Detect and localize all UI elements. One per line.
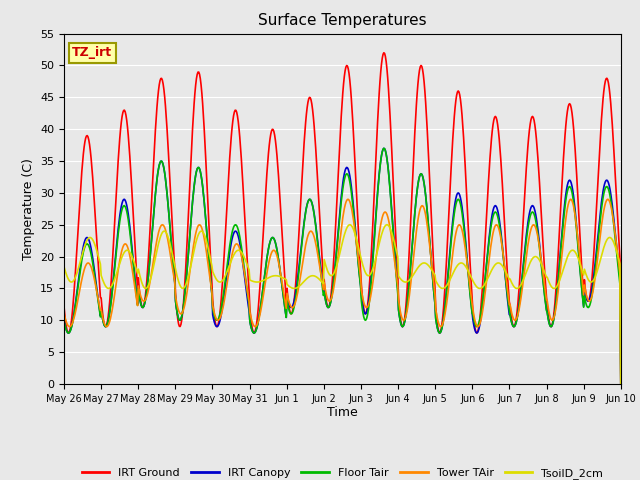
IRT Canopy [411, 210, 419, 216]
Tower TAir [617, 381, 625, 387]
TsoilD_2cm [60, 264, 68, 270]
Tower TAir [184, 283, 192, 289]
IRT Canopy [127, 239, 135, 244]
TsoilD_2cm [617, 381, 625, 387]
IRT Canopy [428, 256, 435, 262]
Floor Tair [380, 145, 388, 151]
TsoilD_2cm [214, 278, 221, 284]
Tower TAir [127, 261, 135, 267]
IRT Canopy [70, 310, 78, 316]
IRT Canopy [184, 256, 192, 262]
IRT Ground [214, 324, 221, 329]
X-axis label: Time: Time [327, 407, 358, 420]
IRT Ground [411, 130, 419, 135]
Floor Tair [60, 318, 68, 324]
Title: Surface Temperatures: Surface Temperatures [258, 13, 427, 28]
TsoilD_2cm [383, 222, 391, 228]
Floor Tair [127, 243, 135, 249]
Tower TAir [214, 317, 221, 323]
IRT Ground [127, 179, 135, 185]
IRT Ground [70, 289, 78, 295]
TsoilD_2cm [428, 266, 435, 272]
Floor Tair [214, 317, 221, 323]
Tower TAir [426, 249, 434, 254]
Legend: IRT Ground, IRT Canopy, Floor Tair, Tower TAir, TsoilD_2cm: IRT Ground, IRT Canopy, Floor Tair, Towe… [77, 464, 607, 480]
Floor Tair [184, 256, 192, 262]
Floor Tair [617, 381, 625, 387]
IRT Ground [428, 208, 435, 214]
TsoilD_2cm [127, 252, 135, 258]
TsoilD_2cm [70, 277, 78, 283]
Line: IRT Canopy: IRT Canopy [64, 148, 621, 384]
IRT Canopy [214, 324, 221, 329]
Y-axis label: Temperature (C): Temperature (C) [22, 158, 35, 260]
Line: Floor Tair: Floor Tair [64, 148, 621, 384]
Tower TAir [70, 315, 78, 321]
Floor Tair [411, 210, 419, 216]
IRT Ground [60, 303, 68, 309]
Tower TAir [60, 311, 68, 316]
IRT Canopy [380, 145, 388, 151]
Tower TAir [604, 196, 611, 202]
Line: IRT Ground: IRT Ground [64, 53, 621, 384]
IRT Ground [380, 50, 388, 56]
TsoilD_2cm [184, 276, 192, 281]
IRT Ground [617, 381, 625, 387]
Line: TsoilD_2cm: TsoilD_2cm [64, 225, 621, 384]
IRT Canopy [60, 317, 68, 323]
Floor Tair [70, 312, 78, 317]
Text: TZ_irt: TZ_irt [72, 47, 113, 60]
Floor Tair [428, 256, 435, 262]
TsoilD_2cm [411, 270, 419, 276]
IRT Ground [184, 222, 192, 228]
IRT Canopy [617, 381, 625, 387]
Line: Tower TAir: Tower TAir [64, 199, 621, 384]
Tower TAir [410, 250, 418, 255]
